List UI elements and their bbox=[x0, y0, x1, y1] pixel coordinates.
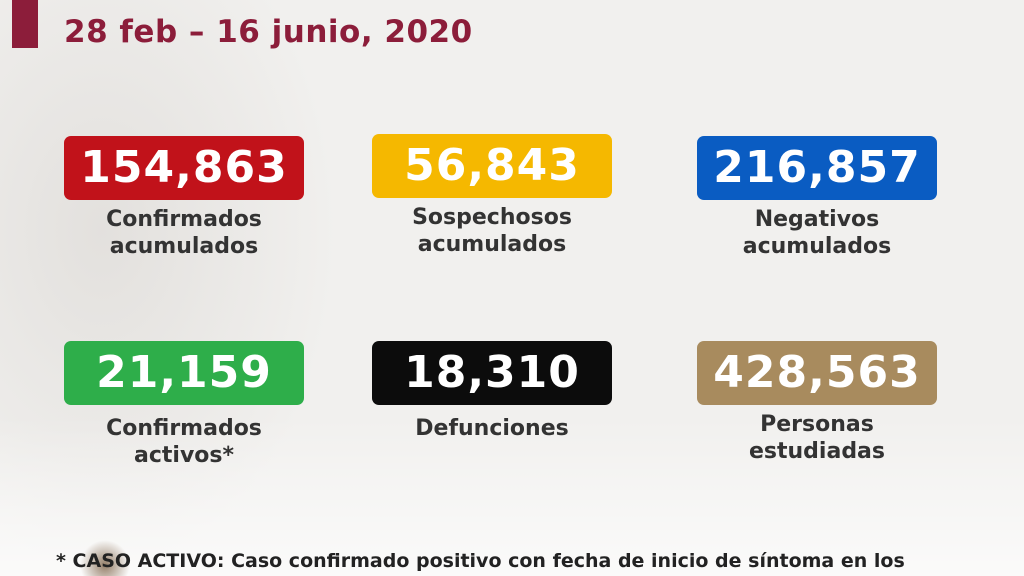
stat-label: Negativos acumulados bbox=[697, 206, 937, 260]
stat-value-box: 56,843 bbox=[372, 134, 612, 198]
stat-value-box: 428,563 bbox=[697, 341, 937, 405]
stat-value-box: 18,310 bbox=[372, 341, 612, 405]
stat-label-line1: Negativos bbox=[754, 207, 880, 232]
stat-label-line1: Confirmados bbox=[106, 416, 262, 441]
stat-label-line1: Confirmados bbox=[106, 207, 262, 232]
stat-label-line1: Sospechosos bbox=[412, 205, 572, 230]
stat-label-line2: activos* bbox=[134, 443, 234, 468]
stat-label-line1: Personas bbox=[760, 412, 874, 437]
footnote: * CASO ACTIVO: Caso confirmado positivo … bbox=[56, 550, 905, 572]
stat-personas-estudiadas: 428,563 Personas estudiadas bbox=[697, 341, 937, 465]
stat-label-line2: acumulados bbox=[109, 234, 259, 259]
background-watermark bbox=[0, 0, 340, 576]
stat-value-box: 21,159 bbox=[64, 341, 304, 405]
stat-negativos-acumulados: 216,857 Negativos acumulados bbox=[697, 136, 937, 260]
stat-label: Confirmados activos* bbox=[64, 415, 304, 469]
stat-label: Personas estudiadas bbox=[697, 411, 937, 465]
presenter-logo-icon bbox=[80, 540, 130, 576]
stat-label: Defunciones bbox=[372, 415, 612, 442]
stat-label: Confirmados acumulados bbox=[64, 206, 304, 260]
stat-confirmados-activos: 21,159 Confirmados activos* bbox=[64, 341, 304, 469]
stat-confirmados-acumulados: 154,863 Confirmados acumulados bbox=[64, 136, 304, 260]
stat-value-box: 216,857 bbox=[697, 136, 937, 200]
stat-value-box: 154,863 bbox=[64, 136, 304, 200]
accent-bar bbox=[12, 0, 38, 48]
stat-label-line2: acumulados bbox=[417, 232, 567, 257]
stat-defunciones: 18,310 Defunciones bbox=[372, 341, 612, 442]
stat-label-line2: acumulados bbox=[742, 234, 892, 259]
date-range-title: 28 feb – 16 junio, 2020 bbox=[64, 14, 473, 50]
stat-sospechosos-acumulados: 56,843 Sospechosos acumulados bbox=[372, 134, 612, 258]
stat-label-line2: estudiadas bbox=[748, 439, 886, 464]
stat-label-line1: Defunciones bbox=[415, 416, 569, 441]
stat-label: Sospechosos acumulados bbox=[372, 204, 612, 258]
